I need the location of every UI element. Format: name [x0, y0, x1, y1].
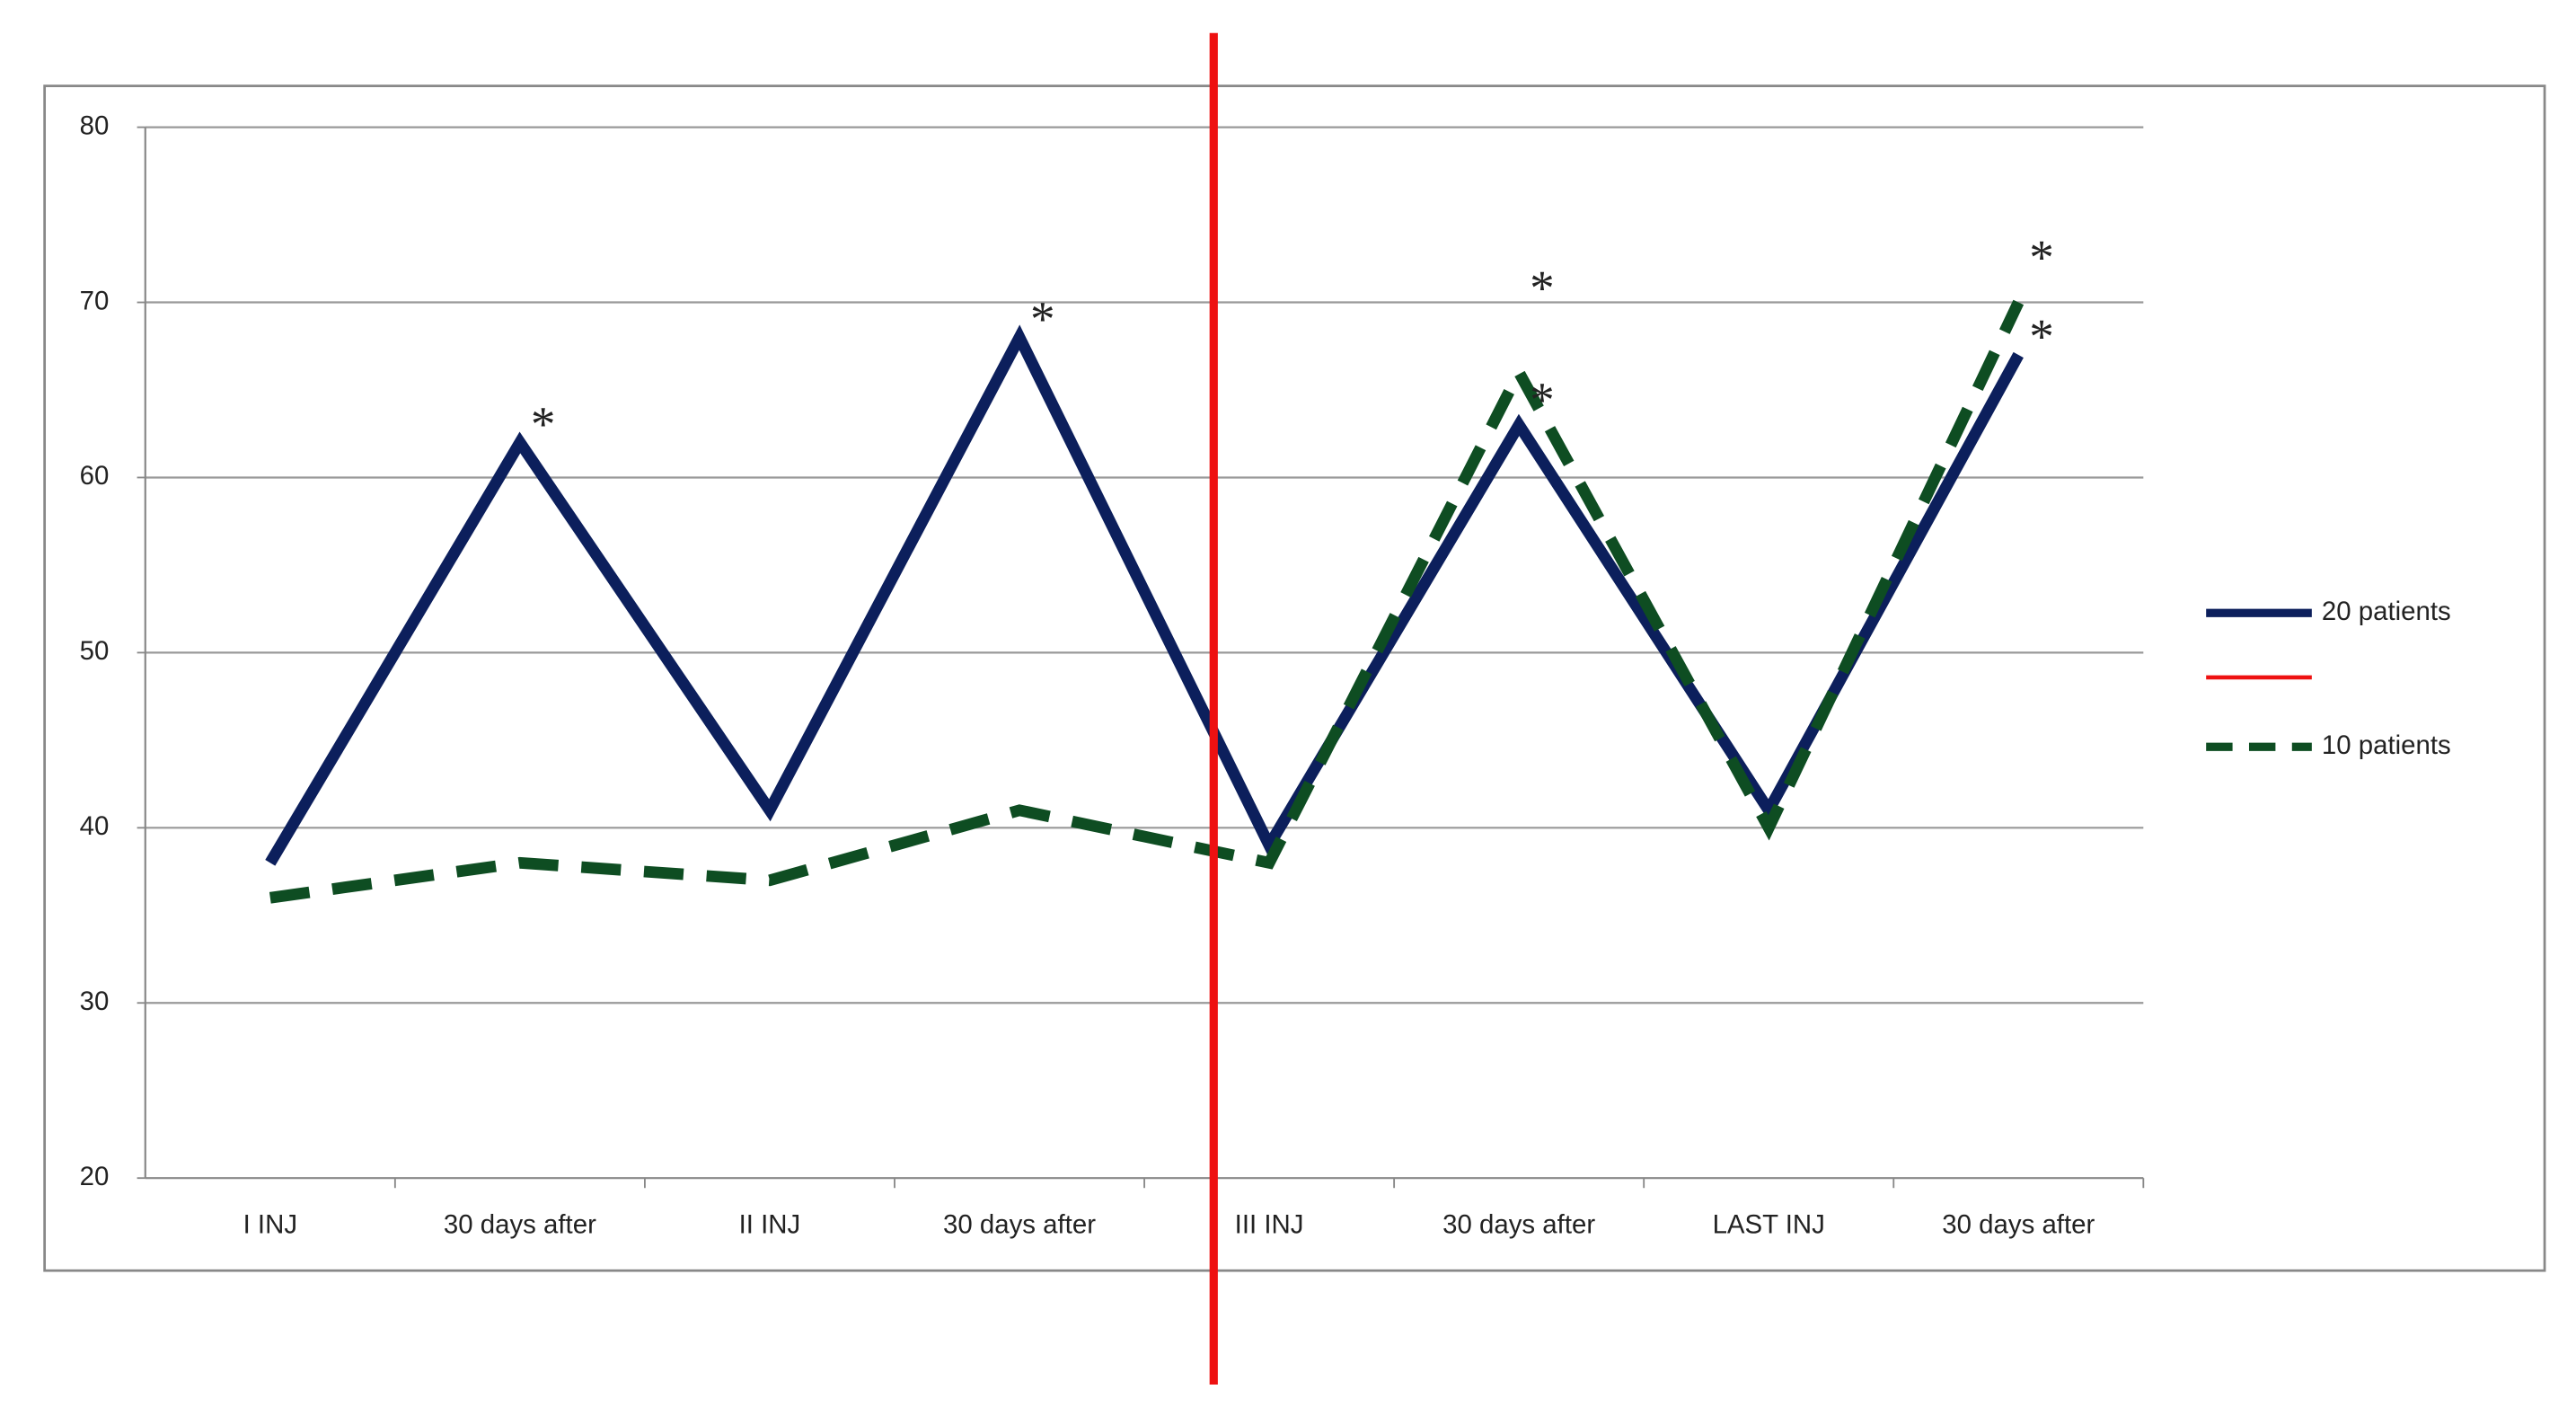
y-tick-label: 40	[80, 811, 110, 841]
x-tick-label: LAST INJ	[1713, 1209, 1825, 1239]
annotation: *	[1030, 291, 1055, 346]
y-tick-label: 60	[80, 461, 110, 491]
legend-label: 20 patients	[2322, 597, 2451, 626]
annotation: *	[2029, 230, 2054, 285]
y-tick-label: 30	[80, 987, 110, 1016]
y-tick-label: 20	[80, 1162, 110, 1191]
series-line	[265, 324, 2024, 866]
chart-frame	[43, 84, 2546, 1272]
annotation: *	[1530, 373, 1555, 428]
y-tick-label: 70	[80, 286, 110, 315]
x-tick-label: 30 days after	[1442, 1209, 1595, 1239]
x-tick-label: 30 days after	[943, 1209, 1096, 1239]
x-tick-label: 30 days after	[444, 1209, 596, 1239]
series-line	[269, 299, 2025, 904]
legend-label: 10 patients	[2322, 730, 2451, 760]
annotation: *	[531, 396, 556, 451]
y-tick-label: 50	[80, 636, 110, 666]
annotation: *	[2029, 309, 2054, 364]
x-tick-label: III INJ	[1235, 1209, 1304, 1239]
y-tick-label: 80	[80, 111, 110, 140]
x-tick-label: II INJ	[739, 1209, 801, 1239]
annotation: *	[1530, 261, 1555, 315]
x-tick-label: I INJ	[243, 1209, 297, 1239]
x-tick-label: 30 days after	[1942, 1209, 2095, 1239]
